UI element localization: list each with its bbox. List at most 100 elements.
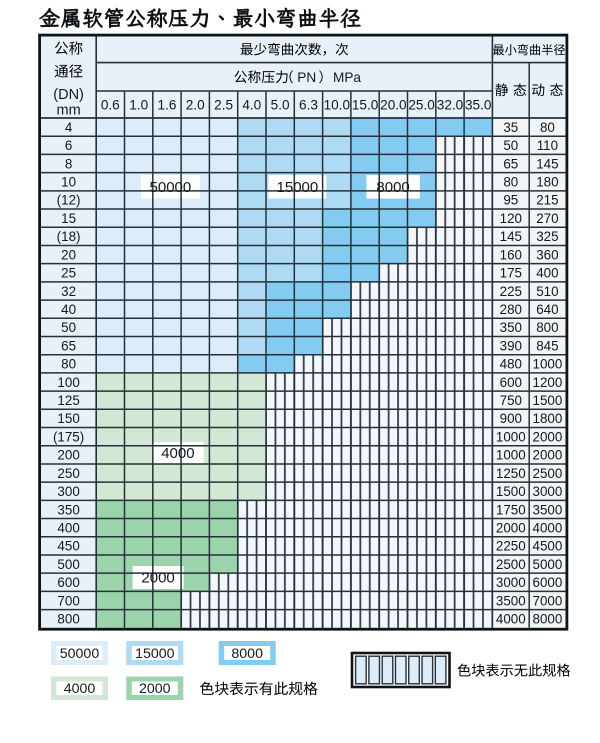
svg-text:360: 360 xyxy=(536,247,558,262)
svg-text:2000: 2000 xyxy=(496,521,526,536)
svg-text:145: 145 xyxy=(500,229,522,244)
svg-text:700: 700 xyxy=(57,593,79,608)
svg-text:1250: 1250 xyxy=(496,466,526,481)
svg-text:65: 65 xyxy=(503,156,518,171)
svg-text:2250: 2250 xyxy=(496,539,526,554)
svg-text:(18): (18) xyxy=(57,229,81,244)
svg-text:5000: 5000 xyxy=(533,557,563,572)
svg-text:325: 325 xyxy=(536,229,558,244)
svg-text:(12): (12) xyxy=(57,193,81,208)
svg-text:25.0: 25.0 xyxy=(408,97,435,112)
svg-text:390: 390 xyxy=(500,338,522,353)
svg-text:120: 120 xyxy=(500,211,522,226)
svg-text:100: 100 xyxy=(57,375,79,390)
svg-text:35: 35 xyxy=(503,120,518,135)
svg-text:20.0: 20.0 xyxy=(380,97,407,112)
svg-text:900: 900 xyxy=(500,411,522,426)
svg-text:40: 40 xyxy=(61,302,76,317)
svg-text:1750: 1750 xyxy=(496,502,526,517)
svg-text:10: 10 xyxy=(61,175,76,190)
svg-text:8: 8 xyxy=(65,156,72,171)
svg-text:3000: 3000 xyxy=(533,484,563,499)
svg-text:3000: 3000 xyxy=(496,575,526,590)
svg-text:4500: 4500 xyxy=(533,539,563,554)
svg-text:400: 400 xyxy=(536,266,558,281)
svg-text:1000: 1000 xyxy=(496,448,526,463)
svg-text:2000: 2000 xyxy=(139,681,171,697)
svg-text:15: 15 xyxy=(61,211,76,226)
svg-text:1800: 1800 xyxy=(533,411,563,426)
svg-text:32.0: 32.0 xyxy=(437,97,464,112)
svg-text:1000: 1000 xyxy=(496,429,526,444)
svg-text:32: 32 xyxy=(61,284,76,299)
svg-text:4: 4 xyxy=(65,120,73,135)
svg-text:145: 145 xyxy=(536,156,558,171)
svg-text:600: 600 xyxy=(57,575,79,590)
svg-text:95: 95 xyxy=(503,193,518,208)
svg-text:80: 80 xyxy=(503,175,518,190)
svg-text:6.3: 6.3 xyxy=(299,97,318,112)
svg-text:110: 110 xyxy=(537,138,558,153)
svg-text:65: 65 xyxy=(61,338,76,353)
svg-text:MPa: MPa xyxy=(333,70,361,85)
svg-text:8000: 8000 xyxy=(376,179,409,196)
svg-text:4000: 4000 xyxy=(533,521,563,536)
svg-text:1000: 1000 xyxy=(533,357,563,372)
svg-text:800: 800 xyxy=(536,320,558,335)
svg-text:500: 500 xyxy=(57,557,79,572)
svg-text:2.0: 2.0 xyxy=(186,97,205,112)
svg-text:1200: 1200 xyxy=(533,375,563,390)
svg-text:3500: 3500 xyxy=(533,502,563,517)
svg-text:6: 6 xyxy=(65,138,72,153)
svg-text:1500: 1500 xyxy=(496,484,526,499)
svg-text:PN: PN xyxy=(297,70,316,85)
svg-text:15000: 15000 xyxy=(277,179,319,196)
svg-text:2500: 2500 xyxy=(533,466,563,481)
svg-text:350: 350 xyxy=(57,502,79,517)
svg-text:150: 150 xyxy=(57,411,79,426)
svg-text:25: 25 xyxy=(61,266,76,281)
svg-text:2.5: 2.5 xyxy=(214,97,233,112)
svg-text:1.0: 1.0 xyxy=(129,97,148,112)
svg-text:50000: 50000 xyxy=(150,179,192,196)
svg-text:50000: 50000 xyxy=(60,646,100,662)
svg-text:280: 280 xyxy=(500,302,522,317)
svg-text:350: 350 xyxy=(500,320,522,335)
svg-text:400: 400 xyxy=(57,521,79,536)
svg-text:4000: 4000 xyxy=(161,445,194,462)
svg-text:8000: 8000 xyxy=(533,612,563,627)
svg-text:750: 750 xyxy=(500,393,522,408)
svg-text:225: 225 xyxy=(500,284,522,299)
svg-text:1500: 1500 xyxy=(533,393,563,408)
svg-text:270: 270 xyxy=(536,211,558,226)
svg-text:mm: mm xyxy=(57,103,81,119)
svg-text:2000: 2000 xyxy=(533,429,563,444)
svg-text:(175): (175) xyxy=(53,429,84,444)
svg-text:80: 80 xyxy=(61,357,76,372)
svg-text:2500: 2500 xyxy=(496,557,526,572)
svg-text:35.0: 35.0 xyxy=(465,97,492,112)
svg-text:125: 125 xyxy=(57,393,79,408)
svg-text:5.0: 5.0 xyxy=(271,97,290,112)
svg-text:600: 600 xyxy=(500,375,522,390)
svg-text:50: 50 xyxy=(61,320,76,335)
svg-text:2000: 2000 xyxy=(533,448,563,463)
svg-text:4.0: 4.0 xyxy=(242,97,261,112)
svg-text:6000: 6000 xyxy=(533,575,563,590)
svg-text:250: 250 xyxy=(57,466,79,481)
svg-text:480: 480 xyxy=(500,357,522,372)
svg-text:300: 300 xyxy=(57,484,79,499)
svg-text:80: 80 xyxy=(540,120,555,135)
svg-text:8000: 8000 xyxy=(231,646,263,662)
svg-text:200: 200 xyxy=(57,448,79,463)
svg-text:1.6: 1.6 xyxy=(158,97,177,112)
svg-text:3500: 3500 xyxy=(496,593,526,608)
svg-text:175: 175 xyxy=(500,266,522,281)
svg-text:(DN): (DN) xyxy=(53,87,84,103)
svg-text:845: 845 xyxy=(536,338,558,353)
svg-text:640: 640 xyxy=(536,302,558,317)
svg-text:20: 20 xyxy=(61,247,76,262)
svg-text:15.0: 15.0 xyxy=(352,97,379,112)
svg-text:2000: 2000 xyxy=(141,570,174,587)
svg-text:215: 215 xyxy=(536,193,558,208)
